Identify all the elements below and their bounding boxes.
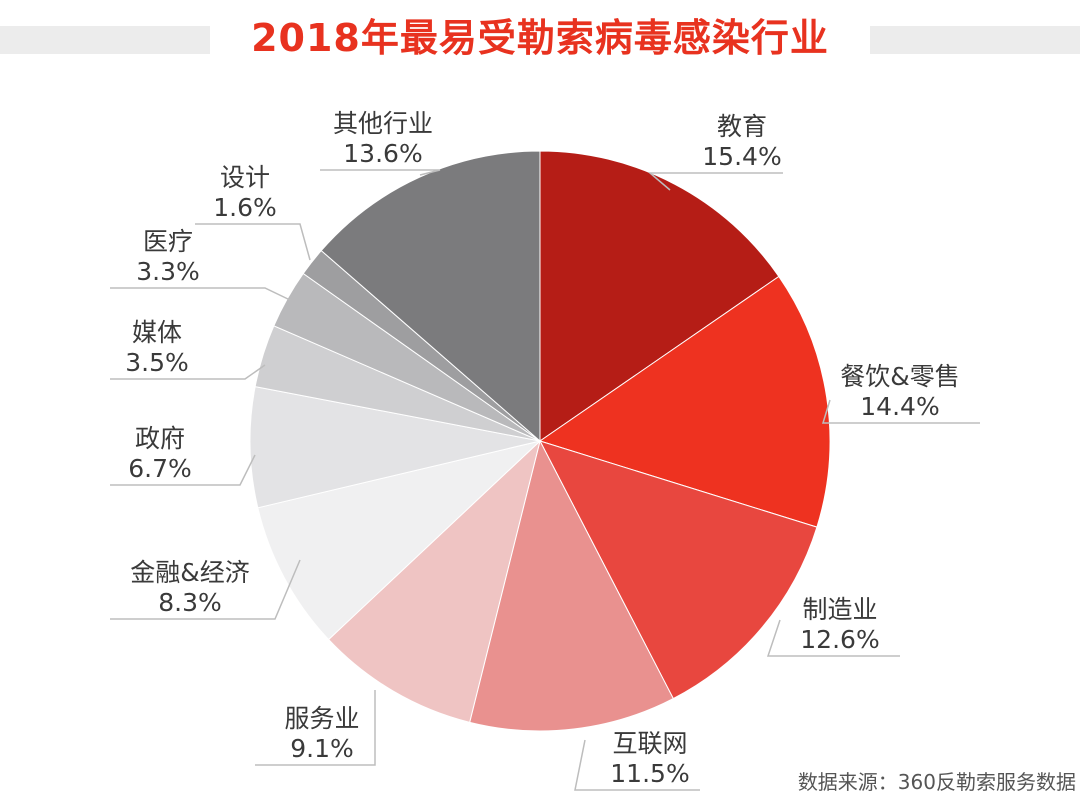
slice-label: 制造业 xyxy=(802,595,877,624)
pie-slice xyxy=(539,440,818,700)
slice-value-label: 12.6% xyxy=(800,625,879,654)
slice-value-label: 3.3% xyxy=(136,257,200,286)
leader-line xyxy=(255,690,376,766)
leader-line xyxy=(766,619,900,657)
slice-value-label: 1.6% xyxy=(213,193,277,222)
leader-line xyxy=(195,223,311,261)
leader-line xyxy=(821,399,980,424)
leader-line xyxy=(574,739,700,791)
pie-slice xyxy=(257,440,542,641)
slice-label: 教育 xyxy=(717,112,767,141)
slice-label: 其他行业 xyxy=(333,109,433,138)
slice-value-label: 15.4% xyxy=(702,142,781,171)
title-decor-bar-left xyxy=(0,26,210,54)
leader-line xyxy=(647,172,783,191)
leader-line xyxy=(110,287,291,301)
pie-slice xyxy=(320,150,541,443)
slice-label: 媒体 xyxy=(132,318,182,347)
slice-value-label: 14.4% xyxy=(860,392,939,421)
slice-label: 服务业 xyxy=(284,704,359,733)
leader-line xyxy=(110,454,256,486)
slice-label: 金融&经济 xyxy=(130,558,250,587)
title-decor-bar-right xyxy=(870,26,1080,54)
leader-line xyxy=(110,559,301,620)
pie-slice xyxy=(539,150,780,442)
leader-line xyxy=(320,169,441,176)
pie-slice xyxy=(469,439,674,732)
slice-value-label: 8.3% xyxy=(158,588,222,617)
slice-value-label: 9.1% xyxy=(290,734,354,763)
pie-slice xyxy=(327,439,541,723)
leader-line xyxy=(110,364,266,380)
pie-slice xyxy=(249,386,541,509)
slice-label: 设计 xyxy=(220,163,270,192)
slice-label: 医疗 xyxy=(143,227,193,256)
slice-value-label: 6.7% xyxy=(128,454,192,483)
chart-title: 2018年最易受勒索病毒感染行业 xyxy=(251,16,829,60)
slice-label: 互联网 xyxy=(612,729,687,758)
leader-lines xyxy=(110,169,980,791)
slice-label: 餐饮&零售 xyxy=(840,362,960,391)
source-note: 数据来源：360反勒索服务数据 xyxy=(797,770,1076,794)
slice-value-label: 11.5% xyxy=(610,759,689,788)
slice-label: 政府 xyxy=(135,424,185,453)
slice-value-label: 13.6% xyxy=(343,139,422,168)
pie-slice xyxy=(538,275,831,528)
slice-value-label: 3.5% xyxy=(125,348,189,377)
pie-slices xyxy=(249,150,831,732)
